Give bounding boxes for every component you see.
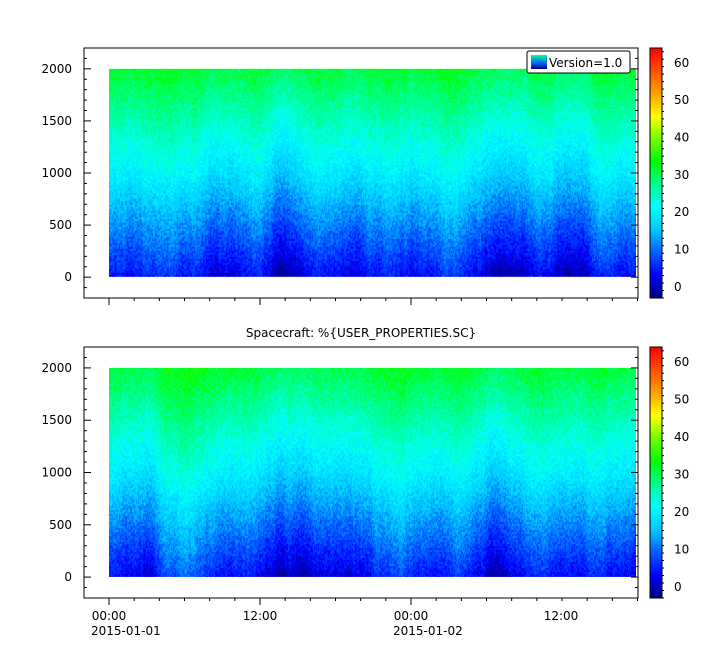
colorbar-gradient xyxy=(649,346,663,599)
y-tick-label: 2000 xyxy=(41,361,72,375)
colorbar-gradient xyxy=(649,47,663,299)
y-tick-label: 500 xyxy=(49,518,72,532)
colorbar-tick-label: 0 xyxy=(674,280,682,294)
colorbar-tick-label: 60 xyxy=(674,355,689,369)
panel-bottom: Spacecraft: %{USER_PROPERTIES.SC} 050010… xyxy=(41,326,689,638)
colorbar-tick-label: 0 xyxy=(674,580,682,594)
y-tick-label: 500 xyxy=(49,218,72,232)
spectrogram-bottom xyxy=(109,367,636,577)
x-tick-label: 00:00 xyxy=(92,609,127,623)
legend-swatch xyxy=(531,55,547,69)
x-axis-top xyxy=(108,298,638,305)
legend: Version=1.0 xyxy=(526,50,631,74)
y-tick-label: 2000 xyxy=(41,62,72,76)
spectrogram-image xyxy=(109,367,636,577)
y-tick-label: 1500 xyxy=(41,413,72,427)
panel-title: Spacecraft: %{USER_PROPERTIES.SC} xyxy=(246,326,476,340)
colorbar-tick-label: 40 xyxy=(674,430,689,444)
x-tick-label: 12:00 xyxy=(544,609,579,623)
x-tick-label: 12:00 xyxy=(243,609,278,623)
colorbar-top: 0 10 20 30 40 50 60 xyxy=(649,47,689,299)
spectrogram-top xyxy=(109,68,636,277)
spectrogram-image xyxy=(109,68,636,277)
x-tick-label: 00:00 xyxy=(394,609,429,623)
colorbar-tick-label: 30 xyxy=(674,467,689,481)
y-axis-bottom: 0 500 1000 1500 2000 xyxy=(41,346,638,599)
y-tick-label: 0 xyxy=(64,570,72,584)
x-tick-date-label: 2015-01-02 xyxy=(393,624,463,638)
y-tick-label: 1000 xyxy=(41,166,72,180)
colorbar-tick-label: 20 xyxy=(674,205,689,219)
y-tick-label: 0 xyxy=(64,270,72,284)
colorbar-bottom: 0 10 20 30 40 50 60 xyxy=(649,346,689,599)
panel-top: 0 500 1000 1500 2000 Version=1.0 0 10 20 30 40 50… xyxy=(41,47,689,305)
x-tick-date-label: 2015-01-01 xyxy=(91,624,161,638)
colorbar-tick-label: 10 xyxy=(674,542,689,556)
colorbar-tick-label: 50 xyxy=(674,392,689,406)
colorbar-tick-label: 20 xyxy=(674,505,689,519)
legend-label: Version=1.0 xyxy=(549,56,622,70)
y-tick-label: 1500 xyxy=(41,114,72,128)
colorbar-tick-label: 60 xyxy=(674,56,689,70)
y-axis-top: 0 500 1000 1500 2000 xyxy=(41,47,638,299)
colorbar-tick-label: 50 xyxy=(674,93,689,107)
colorbar-tick-label: 10 xyxy=(674,242,689,256)
legend-box xyxy=(526,50,631,74)
colorbar-tick-label: 30 xyxy=(674,168,689,182)
y-tick-label: 1000 xyxy=(41,466,72,480)
colorbar-tick-label: 40 xyxy=(674,131,689,145)
